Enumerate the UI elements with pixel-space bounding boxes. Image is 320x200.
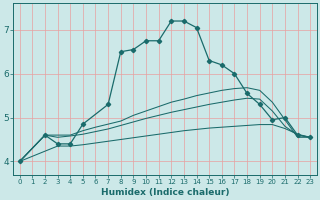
X-axis label: Humidex (Indice chaleur): Humidex (Indice chaleur) <box>101 188 229 197</box>
